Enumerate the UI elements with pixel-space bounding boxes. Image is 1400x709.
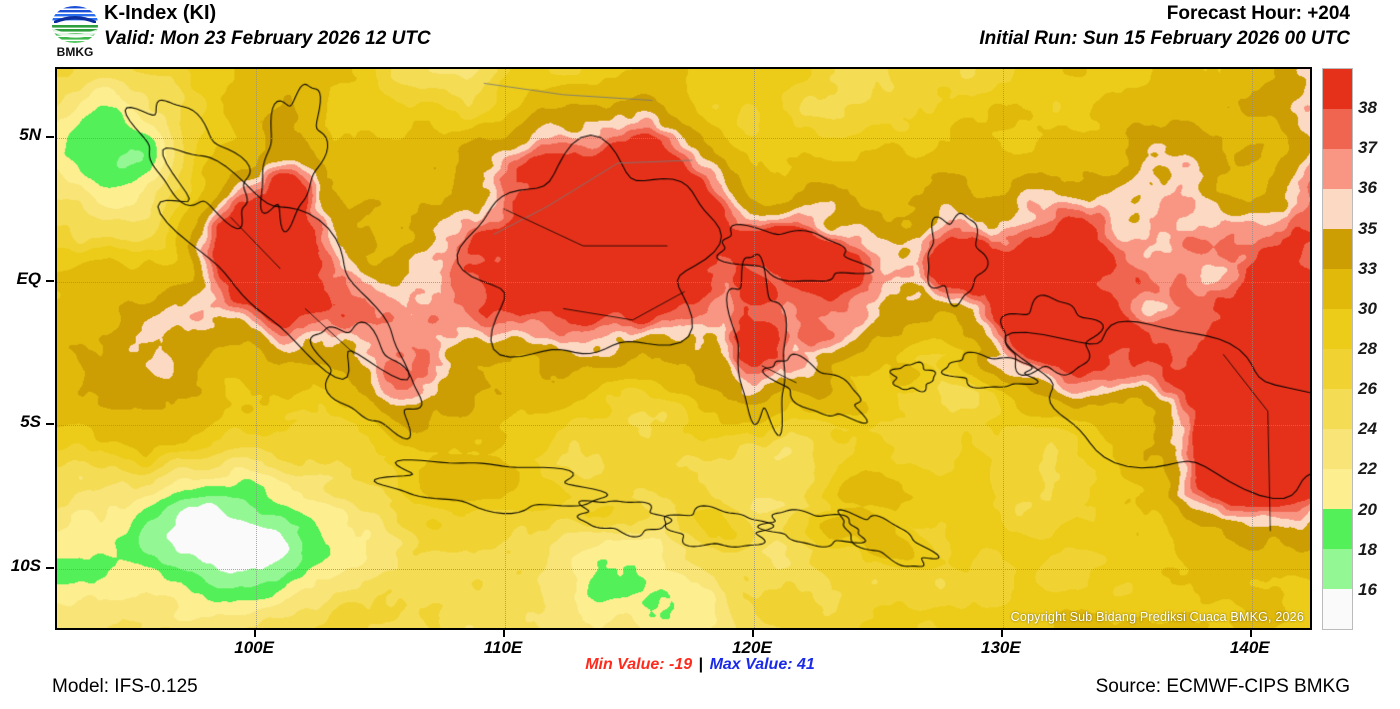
y-axis-label: EQ <box>16 268 41 288</box>
colorbar-tick-label: 24 <box>1358 419 1377 439</box>
colorbar-tick-label: 20 <box>1358 499 1377 519</box>
colorbar-tick-label: 18 <box>1358 539 1377 559</box>
y-axis-label: 10S <box>10 555 41 575</box>
colorbar-tick-label: 35 <box>1358 218 1377 238</box>
header-right-block: Forecast Hour: +204 Initial Run: Sun 15 … <box>979 1 1350 52</box>
colorbar-band <box>1323 469 1352 509</box>
colorbar-tick-label: 28 <box>1358 339 1377 358</box>
k-index-field <box>57 69 1310 628</box>
weather-map[interactable]: Copyright Sub Bidang Prediksi Cuaca BMKG… <box>55 67 1312 630</box>
y-axis-tick <box>46 279 54 282</box>
colorbar-band <box>1323 549 1352 589</box>
x-axis-tick <box>1000 630 1003 637</box>
colorbar-band <box>1323 389 1352 429</box>
bmkg-logo-text: BMKG <box>57 45 94 59</box>
bmkg-logo: BMKG <box>44 3 106 59</box>
colorbar-band <box>1323 269 1352 309</box>
colorbar-band <box>1323 309 1352 349</box>
colorbar-tick-label: 38 <box>1358 98 1377 118</box>
min-value-label: Min Value: -19 <box>585 656 693 673</box>
max-value-label: Max Value: 41 <box>709 656 815 673</box>
colorbar-band <box>1323 349 1352 389</box>
page-title: K-Index (KI) <box>104 2 217 24</box>
colorbar-band <box>1323 69 1352 109</box>
colorbar <box>1322 68 1353 630</box>
colorbar-tick-label: 37 <box>1358 138 1377 158</box>
colorbar-band <box>1323 509 1352 549</box>
x-axis-label: 130E <box>981 638 1021 657</box>
y-axis-label: 5N <box>19 124 41 144</box>
title-block: K-Index (KI) Valid: Mon 23 February 2026… <box>104 1 431 52</box>
x-axis-tick <box>1249 630 1252 637</box>
colorbar-band <box>1323 149 1352 189</box>
copyright-watermark: Copyright Sub Bidang Prediksi Cuaca BMKG… <box>1010 610 1304 624</box>
x-axis-label: 110E <box>483 638 523 657</box>
x-axis-label: 120E <box>732 638 772 657</box>
colorbar-band <box>1323 109 1352 149</box>
source-label: Source: ECMWF-CIPS BMKG <box>1095 676 1350 697</box>
colorbar-band <box>1323 589 1352 629</box>
page-header: BMKG K-Index (KI) Valid: Mon 23 February… <box>0 0 1400 60</box>
x-axis-label: 100E <box>234 638 274 657</box>
colorbar-band <box>1323 189 1352 229</box>
colorbar-tick-label: 16 <box>1358 579 1377 599</box>
y-axis-tick <box>46 423 54 426</box>
initial-run-label: Initial Run: Sun 15 February 2026 00 UTC <box>979 28 1350 49</box>
forecast-hour-label: Forecast Hour: +204 <box>1166 3 1350 24</box>
colorbar-labels: 38 37 36 35 33 30 28 26 24 22 20 18 16 <box>1358 68 1398 630</box>
min-max-values: Min Value: -19 | Max Value: 41 <box>0 656 1400 674</box>
colorbar-band <box>1323 429 1352 469</box>
x-axis-tick <box>503 630 506 637</box>
x-axis-tick <box>751 630 754 637</box>
colorbar-tick-label: 33 <box>1358 258 1377 278</box>
valid-time-label: Valid: Mon 23 February 2026 12 UTC <box>104 28 431 49</box>
colorbar-tick-label: 30 <box>1358 298 1377 318</box>
colorbar-tick-label: 22 <box>1358 459 1377 479</box>
x-axis-tick <box>254 630 257 637</box>
x-axis-label: 140E <box>1229 638 1270 657</box>
y-axis-tick <box>46 135 54 138</box>
model-label: Model: IFS-0.125 <box>52 676 198 697</box>
minmax-separator: | <box>698 656 704 673</box>
colorbar-tick-label: 26 <box>1358 379 1377 399</box>
y-axis-label: 5S <box>20 412 41 432</box>
colorbar-tick-label: 36 <box>1358 178 1377 198</box>
y-axis-tick <box>46 566 54 569</box>
colorbar-band <box>1323 229 1352 269</box>
